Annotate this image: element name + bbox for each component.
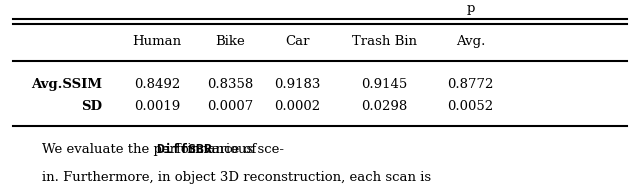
Text: DiffSBR: DiffSBR (156, 143, 212, 156)
Text: Human: Human (132, 35, 181, 48)
Text: Avg.SSIM: Avg.SSIM (31, 78, 102, 91)
Text: Trash Bin: Trash Bin (351, 35, 417, 48)
Text: 0.0007: 0.0007 (207, 100, 253, 113)
Text: 0.9145: 0.9145 (361, 78, 407, 91)
Text: in various sce-: in various sce- (183, 143, 284, 156)
Text: 0.0019: 0.0019 (134, 100, 180, 113)
Text: We evaluate the performance of: We evaluate the performance of (42, 143, 260, 156)
Text: p: p (466, 2, 475, 15)
Text: in. Furthermore, in object 3D reconstruction, each scan is: in. Furthermore, in object 3D reconstruc… (42, 171, 431, 184)
Text: 0.8492: 0.8492 (134, 78, 180, 91)
Text: 0.8772: 0.8772 (447, 78, 493, 91)
Text: Bike: Bike (216, 35, 245, 48)
Text: Car: Car (285, 35, 310, 48)
Text: 0.9183: 0.9183 (275, 78, 321, 91)
Text: 0.0298: 0.0298 (361, 100, 407, 113)
Text: 0.0002: 0.0002 (275, 100, 321, 113)
Text: Avg.: Avg. (456, 35, 485, 48)
Text: SD: SD (81, 100, 102, 113)
Text: 0.0052: 0.0052 (447, 100, 493, 113)
Text: 0.8358: 0.8358 (207, 78, 253, 91)
